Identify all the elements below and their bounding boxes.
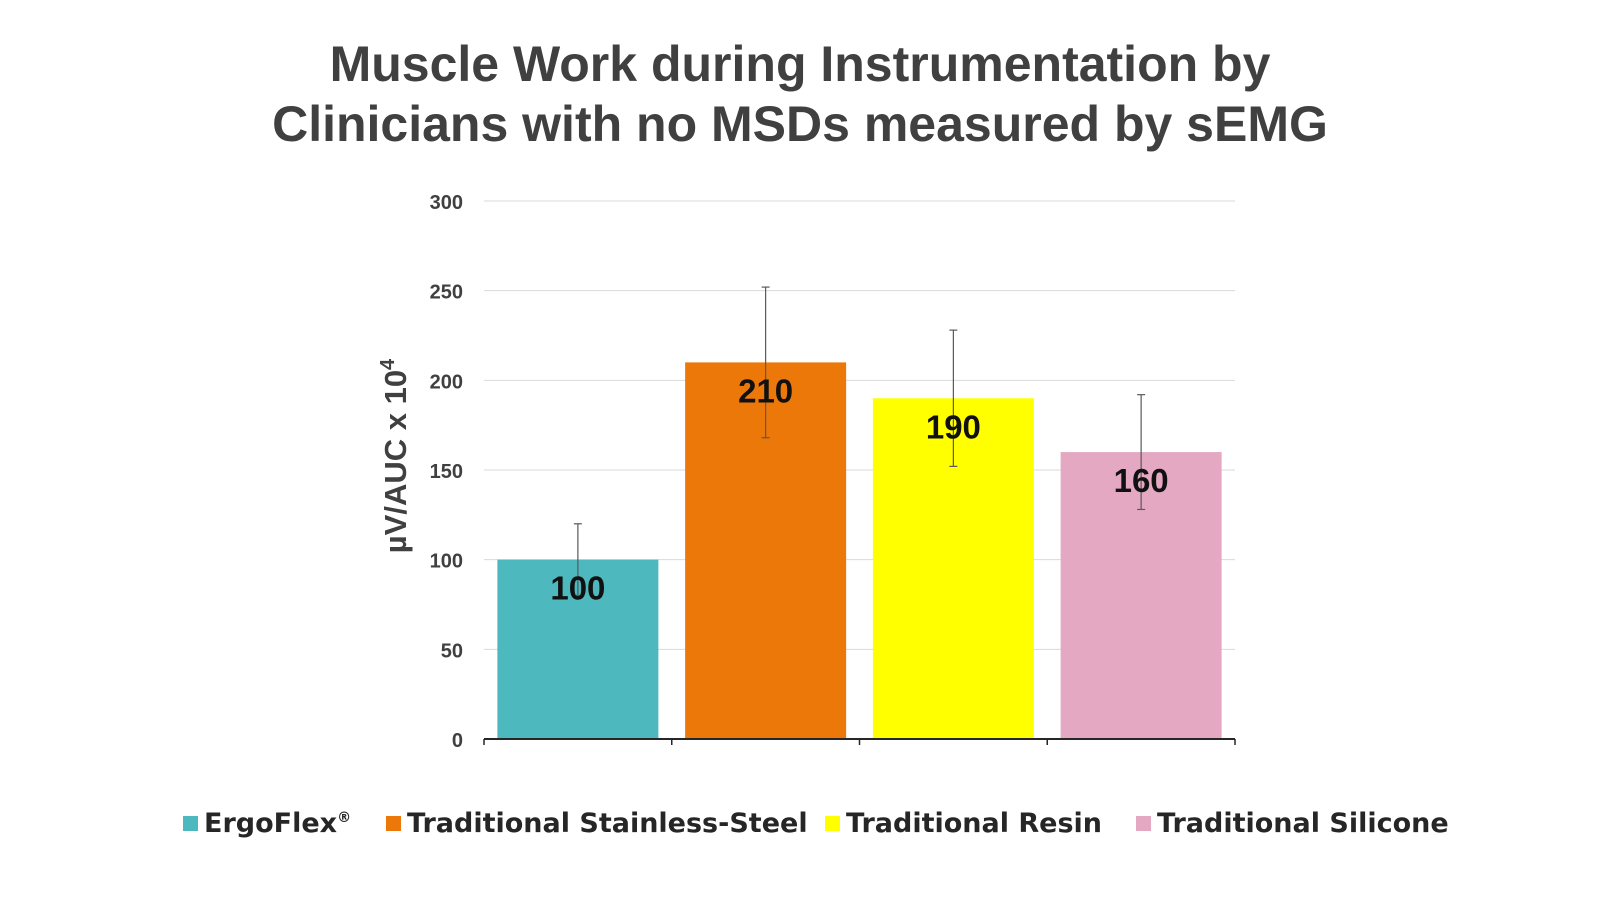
- y-tick-label: 150: [430, 461, 463, 483]
- y-tick-label: 0: [452, 730, 463, 752]
- legend-label: Traditional Stainless-Steel: [407, 808, 808, 839]
- y-tick-label: 300: [430, 192, 463, 214]
- legend-label-text: Traditional Resin: [846, 808, 1103, 839]
- chart-title-line-1: Muscle Work during Instrumentation by: [329, 36, 1271, 92]
- y-axis-label: µV/AUC x 104: [377, 358, 413, 553]
- legend-swatch: [183, 816, 198, 831]
- data-label: 190: [926, 408, 981, 445]
- error-bars: [573, 286, 1146, 597]
- y-tick-label: 50: [441, 640, 463, 662]
- y-axis-label-text: µV/AUC x 10: [378, 370, 413, 553]
- y-tick-label: 250: [430, 282, 463, 304]
- legend-swatch: [386, 816, 401, 831]
- data-label: 100: [550, 570, 605, 607]
- chart-title: Muscle Work during Instrumentation by Cl…: [0, 34, 1600, 154]
- data-label: 210: [738, 372, 793, 409]
- legend-swatch: [825, 816, 840, 831]
- bars: [497, 362, 1222, 739]
- axes: 0 50 100 150 200 250 300: [430, 192, 1236, 752]
- legend-label-text: Traditional Stainless-Steel: [407, 808, 808, 839]
- data-label: 160: [1114, 462, 1169, 499]
- legend-label: Traditional Resin: [846, 808, 1102, 839]
- legend-label-superscript: ®: [337, 810, 352, 826]
- y-axis-label-exponent: 4: [377, 358, 399, 370]
- legend: ErgoFlex® Traditional Stainless-Steel Trad…: [0, 808, 1600, 844]
- y-tick-label: 200: [430, 371, 463, 393]
- legend-item: ErgoFlex®: [183, 808, 351, 839]
- legend-label-text: ErgoFlex: [204, 808, 338, 839]
- legend-label: Traditional Silicone: [1157, 808, 1449, 839]
- legend-item: Traditional Stainless-Steel: [386, 808, 808, 839]
- chart-title-line-2: Clinicians with no MSDs measured by sEMG: [272, 96, 1328, 152]
- legend-item: Traditional Resin: [825, 808, 1102, 839]
- legend-swatch: [1136, 816, 1151, 831]
- legend-label-text: Traditional Silicone: [1157, 808, 1449, 839]
- legend-item: Traditional Silicone: [1136, 808, 1449, 839]
- data-labels: 100 210 190 160: [550, 372, 1168, 606]
- legend-label: ErgoFlex®: [204, 808, 351, 839]
- y-tick-label: 100: [430, 551, 463, 573]
